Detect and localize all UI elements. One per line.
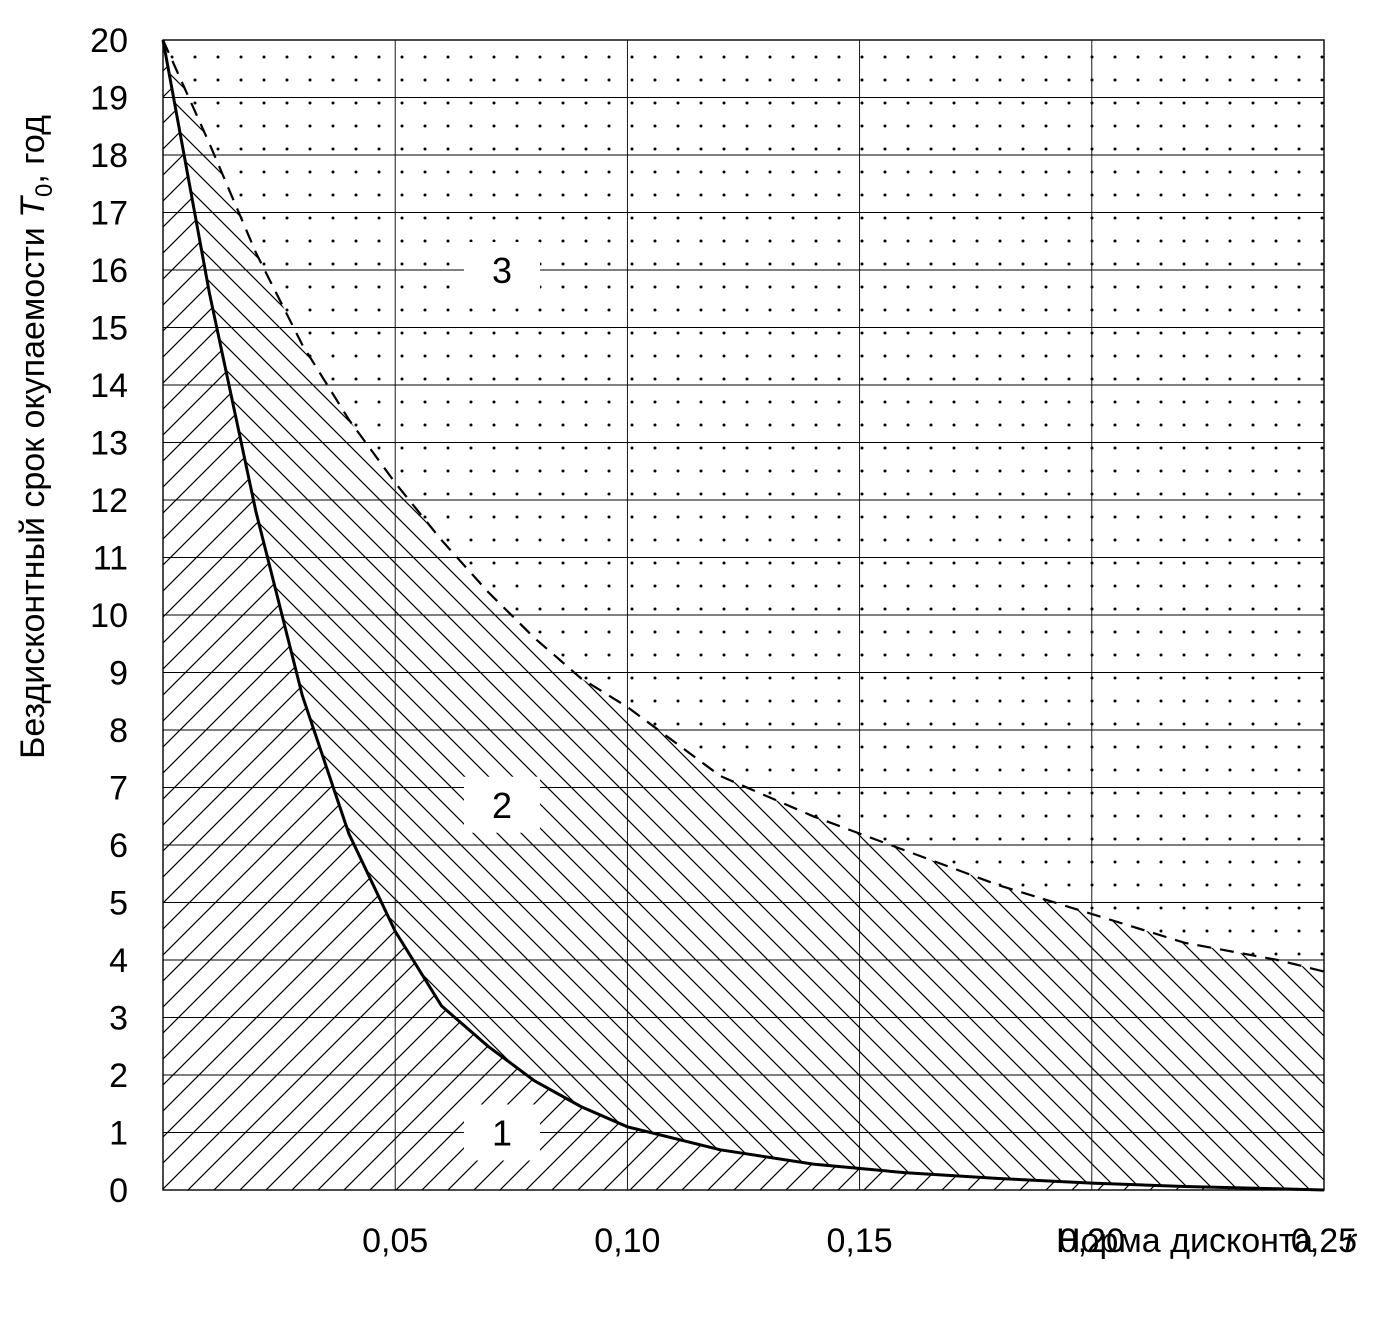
y-tick-label: 12 xyxy=(90,482,128,520)
x-axis-label: Норма дисконта xyxy=(1056,1222,1313,1260)
y-tick-label: 10 xyxy=(90,597,128,635)
y-axis-subscript: 0 xyxy=(31,184,58,197)
y-tick-label: 2 xyxy=(109,1057,128,1095)
region-label-bg-3 xyxy=(464,242,541,298)
x-tick-label: 0,05 xyxy=(362,1222,428,1260)
y-tick-label: 18 xyxy=(90,137,128,175)
curves xyxy=(161,39,1325,1192)
x-tick-label: 0,15 xyxy=(827,1222,893,1260)
plot-area xyxy=(162,39,1325,1191)
y-tick-label: 16 xyxy=(90,252,128,290)
region-label-3: 3 xyxy=(492,250,512,291)
y-tick-label: 15 xyxy=(90,310,128,348)
y-tick-label: 0 xyxy=(109,1172,128,1210)
y-tick-label: 5 xyxy=(109,885,128,923)
region-label-bg-2 xyxy=(464,776,541,833)
y-tick-label: 13 xyxy=(90,425,128,463)
y-tick-label: 1 xyxy=(109,1115,128,1153)
x-tick-label: 0,25 xyxy=(1291,1222,1357,1260)
region-label-1: 1 xyxy=(492,1113,512,1154)
y-tick-label: 20 xyxy=(90,22,128,60)
y-tick-label: 3 xyxy=(109,1000,128,1038)
grid xyxy=(163,39,1325,1191)
x-axis-symbol: r xyxy=(1345,1222,1358,1260)
y-tick-label: 19 xyxy=(90,80,128,118)
y-tick-label: 17 xyxy=(90,195,128,233)
y-axis-unit: , год xyxy=(14,115,52,184)
x-tick-label: 0,10 xyxy=(594,1222,660,1260)
x-axis-title: Норма дисконта xyxy=(1056,1222,1313,1260)
y-tick-label: 6 xyxy=(109,827,128,865)
y-tick-label: 7 xyxy=(109,770,128,808)
y-axis-symbol: T xyxy=(14,195,52,218)
y-axis-label: Бездисконтный срок окупаемости xyxy=(14,227,52,759)
y-axis-title: Бездисконтный срок окупаемости T0, год xyxy=(14,115,58,759)
region-labels: 1 2 3 xyxy=(464,242,541,1161)
y-tick-label: 4 xyxy=(109,942,128,980)
y-tick-label: 14 xyxy=(90,367,128,405)
region-label-2: 2 xyxy=(492,785,512,826)
y-tick-label: 11 xyxy=(93,540,128,578)
y-tick-label: 9 xyxy=(109,655,128,693)
plot-frame xyxy=(162,39,1325,1191)
x-tick-label: 0,20 xyxy=(1059,1222,1125,1260)
y-tick-label: 8 xyxy=(109,712,128,750)
region-label-bg-1 xyxy=(464,1104,541,1161)
